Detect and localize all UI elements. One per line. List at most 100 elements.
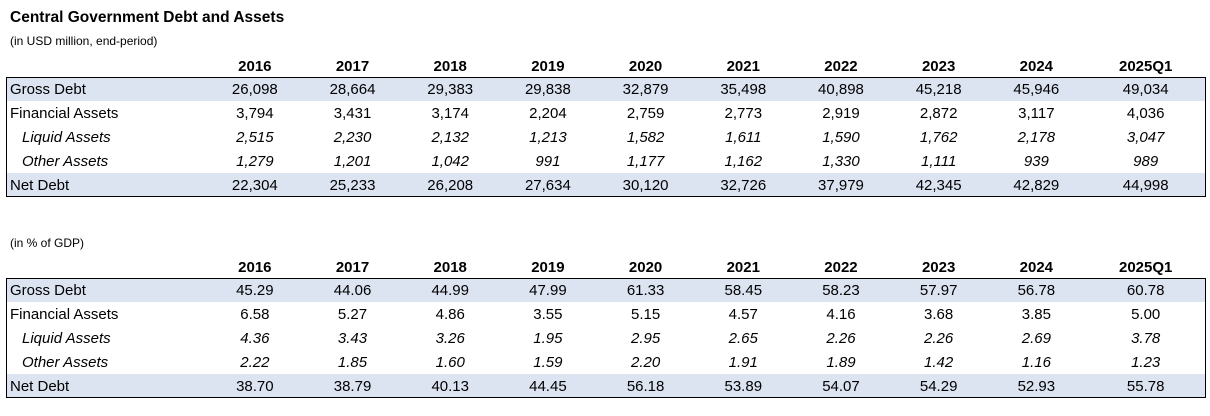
table-cell: 2,872 [919,104,958,122]
table-cell: 2.26 [924,329,954,347]
table-cell: 56.18 [596,374,695,398]
table-row: Financial Assets 6.58 5.27 4.86 3.55 5.15 4.57… [6,302,1206,326]
table-cell: 2.95 [630,329,661,347]
table-cell: 56.78 [987,278,1086,302]
table-cell: 989 [1133,152,1159,170]
table-cell: 3,174 [431,104,469,122]
table-cell: 49,034 [1085,77,1207,101]
table-cell: 1,582 [626,128,665,146]
table-cell: 2.26 [826,329,856,347]
column-header: 2018 [433,58,467,75]
column-header: 2020 [628,58,663,75]
table-cell: 60.78 [1085,278,1207,302]
table-cell: 32,879 [596,77,695,101]
table-row: Net Debt 22,304 25,233 26,208 27,634 30,120 32… [6,173,1207,197]
column-header: 2019 [531,58,565,75]
table-cell: 1,111 [921,152,957,170]
table-row: Gross Debt 26,098 28,664 29,383 29,838 32,879… [6,77,1207,101]
table-cell: 44.06 [303,278,402,302]
table-cell: 32,726 [694,173,793,197]
table-cell: 1,162 [724,152,763,170]
table-cell: 3,117 [1018,104,1055,122]
table-cell: 4.16 [826,305,856,323]
table-cell: 54.07 [792,374,890,398]
table-cell: 3,047 [1126,128,1165,146]
table-cell: 3,431 [333,104,372,122]
table-cell: 57.97 [889,278,988,302]
table-cell: 2,178 [1017,128,1056,146]
table-cell: 54.29 [889,374,988,398]
column-header: 2022 [824,259,858,276]
table-cell: 3.78 [1131,329,1161,347]
row-label: Liquid Assets [22,128,111,146]
table-cell: 61.33 [596,278,695,302]
table-cell: 42,829 [987,173,1086,197]
table-cell: 47.99 [499,278,597,302]
table-cell: 1.59 [533,353,563,371]
header-row: 2016 2017 2018 2019 2020 2021 2022 2023 2024 2025… [6,56,1206,77]
column-header: 2024 [1019,58,1054,75]
table-cell: 1,213 [529,128,567,146]
table-cell: 45.29 [206,278,304,302]
table-cell: 35,498 [694,77,793,101]
table-cell: 44,998 [1085,173,1207,197]
table-cell: 44.99 [401,278,500,302]
table-cell: 2.22 [240,353,270,371]
row-label: Other Assets [22,152,109,170]
table-cell: 52.93 [987,374,1086,398]
table-row: Other Assets 1,279 1,201 1,042 991 1,177 1,162… [6,149,1206,173]
table-cell: 26,208 [401,173,500,197]
table-cell: 40.13 [401,374,500,398]
table-row: Liquid Assets 2,515 2,230 2,132 1,213 1,582 1,… [6,125,1206,149]
table-cell: 1.85 [337,353,368,371]
row-label: Other Assets [22,353,109,371]
table-cell: 1.89 [826,353,856,371]
table-row: Net Debt 38.70 38.79 40.13 44.45 56.18 53.89 54… [6,374,1207,398]
row-label: Financial Assets [10,305,119,323]
row-label: Financial Assets [10,104,119,122]
table-cell: 25,233 [303,173,402,197]
table-cell: 5.00 [1131,305,1161,323]
table-cell: 2,230 [333,128,372,146]
table-cell: 3.43 [337,329,368,347]
column-header: 2021 [726,58,760,75]
table-cell: 2,919 [822,104,860,122]
table-cell: 4.36 [240,329,270,347]
table-cell: 991 [535,152,561,170]
table-cell: 28,664 [303,77,402,101]
table-cell: 42,345 [889,173,988,197]
table-cell: 1,590 [822,128,860,146]
gdp-table: 2016 2017 2018 2019 2020 2021 2022 2023 2024 2025… [6,257,1207,398]
usd-table: 2016 2017 2018 2019 2020 2021 2022 2023 2024 2025… [6,56,1207,197]
column-header: 2021 [726,259,760,276]
table-row: Financial Assets 3,794 3,431 3,174 2,204 2,75… [6,101,1206,125]
table-title: Central Government Debt and Assets [10,9,285,26]
table-cell: 55.78 [1085,374,1207,398]
column-header: 2016 [238,58,272,75]
table-cell: 22,304 [206,173,304,197]
table-cell: 1,611 [725,128,762,146]
table-cell: 45,218 [889,77,988,101]
table-row: Other Assets 2.22 1.85 1.60 1.59 2.20 1.91 1.89… [6,350,1206,374]
table-cell: 27,634 [499,173,597,197]
table-cell: 939 [1023,152,1049,170]
table-cell: 29,838 [499,77,597,101]
table-cell: 1,177 [626,152,665,170]
table-cell: 3.55 [533,305,563,323]
table-cell: 2,515 [236,128,274,146]
table-cell: 2,773 [724,104,763,122]
row-label: Gross Debt [6,278,206,302]
column-header: 2024 [1019,259,1054,276]
column-header: 2018 [433,259,467,276]
table-row: Liquid Assets 4.36 3.43 3.26 1.95 2.95 2.65 2.2… [6,326,1206,350]
corner-cell [6,257,206,278]
table-cell: 2.20 [630,353,661,371]
table-cell: 4.86 [435,305,465,323]
table-cell: 45,946 [987,77,1086,101]
table-cell: 3.26 [435,329,465,347]
table-cell: 1.91 [728,353,758,371]
table-cell: 1.42 [924,353,954,371]
table-cell: 37,979 [792,173,890,197]
table-cell: 30,120 [596,173,695,197]
table-cell: 38.79 [303,374,402,398]
